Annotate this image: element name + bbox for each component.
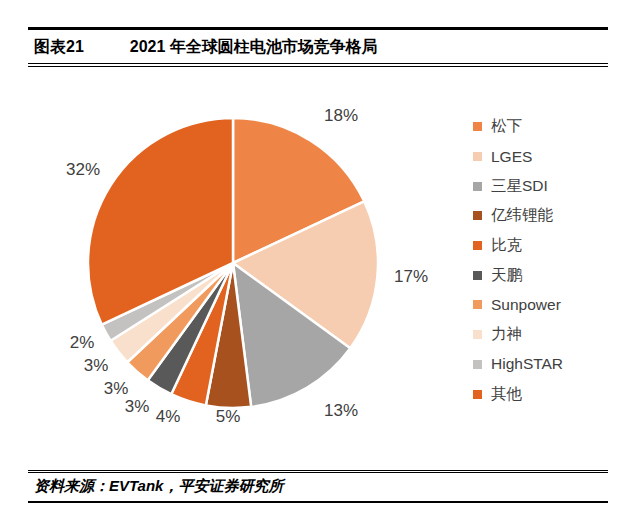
- legend-label: LGES: [491, 148, 532, 166]
- legend-label: 其他: [491, 384, 522, 405]
- figure-number: 图表21: [34, 37, 84, 58]
- legend-label: Sunpower: [491, 296, 561, 314]
- legend-item: 三星SDI: [473, 171, 563, 201]
- legend-item: Sunpower: [473, 290, 563, 320]
- legend-label: 三星SDI: [491, 176, 548, 197]
- pie-value-label: 4%: [156, 407, 181, 427]
- figure-footer: 资料来源：EVTank，平安证券研究所: [28, 470, 608, 503]
- legend-label: 比克: [491, 235, 522, 256]
- legend-label: 松下: [491, 116, 522, 137]
- legend-label: 天鹏: [491, 265, 522, 286]
- pie-chart-area: 松下 LGES 三星SDI 亿纬锂能 比克 天鹏: [0, 66, 640, 466]
- legend-label: 亿纬锂能: [491, 205, 553, 226]
- legend-item: 亿纬锂能: [473, 201, 563, 231]
- legend-swatch: [473, 211, 482, 220]
- figure-page: 图表21 2021 年全球圆柱电池市场竞争格局 松下 LGES 三星SDI 亿纬…: [0, 0, 640, 525]
- legend-swatch: [473, 182, 482, 191]
- pie-value-label: 17%: [394, 267, 428, 287]
- legend-swatch: [473, 271, 482, 280]
- pie-value-label: 18%: [324, 106, 358, 126]
- legend-swatch: [473, 330, 482, 339]
- figure-header: 图表21 2021 年全球圆柱电池市场竞争格局: [28, 27, 608, 67]
- pie-value-label: 3%: [104, 379, 129, 399]
- legend-item: 比克: [473, 231, 563, 261]
- figure-title: 2021 年全球圆柱电池市场竞争格局: [130, 37, 378, 58]
- legend-swatch: [473, 241, 482, 250]
- pie-value-label: 3%: [125, 397, 150, 417]
- pie-value-label: 5%: [216, 407, 241, 427]
- legend-swatch: [473, 300, 482, 309]
- legend-label: HighSTAR: [491, 355, 563, 373]
- pie-value-label: 13%: [324, 401, 358, 421]
- legend-item: 天鹏: [473, 260, 563, 290]
- pie-value-label: 2%: [70, 333, 95, 353]
- pie-value-label: 3%: [84, 356, 109, 376]
- chart-legend: 松下 LGES 三星SDI 亿纬锂能 比克 天鹏: [473, 112, 563, 409]
- source-text: 资料来源：EVTank，平安证券研究所: [34, 477, 283, 494]
- legend-item: LGES: [473, 142, 563, 172]
- legend-swatch: [473, 152, 482, 161]
- legend-item: 松下: [473, 112, 563, 142]
- legend-swatch: [473, 122, 482, 131]
- legend-item: HighSTAR: [473, 350, 563, 380]
- legend-label: 力神: [491, 324, 522, 345]
- legend-item: 其他: [473, 379, 563, 409]
- pie-value-label: 32%: [66, 160, 100, 180]
- legend-swatch: [473, 390, 482, 399]
- legend-swatch: [473, 360, 482, 369]
- legend-item: 力神: [473, 320, 563, 350]
